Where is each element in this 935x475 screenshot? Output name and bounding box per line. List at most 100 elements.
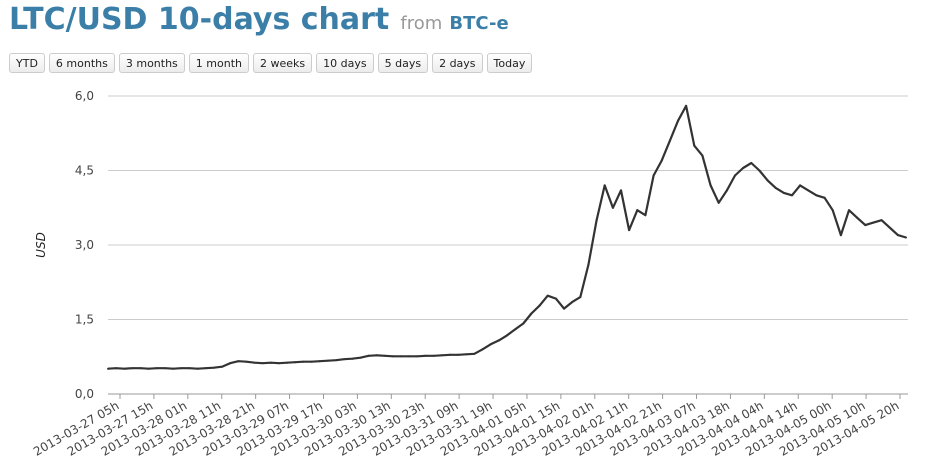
- range-selector: YTD 6 months 3 months 1 month 2 weeks 10…: [9, 53, 533, 75]
- data-point: [196, 367, 199, 370]
- data-point: [286, 361, 289, 364]
- data-point: [807, 189, 810, 192]
- data-point: [131, 367, 134, 370]
- data-point: [644, 214, 647, 217]
- range-button-10-days[interactable]: 10 days: [316, 53, 374, 73]
- data-point: [416, 355, 419, 358]
- range-button-2-days[interactable]: 2 days: [432, 53, 483, 73]
- range-button-ytd[interactable]: YTD: [9, 53, 45, 73]
- data-point: [554, 297, 557, 300]
- data-point: [709, 184, 712, 187]
- data-point: [636, 209, 639, 212]
- y-tick-label: 3,0: [75, 238, 94, 252]
- range-button-5-days[interactable]: 5 days: [377, 53, 429, 73]
- data-point: [514, 328, 517, 331]
- data-point: [701, 154, 704, 157]
- data-point: [611, 206, 614, 209]
- data-point: [139, 367, 142, 370]
- data-point: [864, 224, 867, 227]
- data-point: [725, 189, 728, 192]
- chart-header: LTC/USD 10-days chart from BTC-e: [9, 2, 509, 46]
- data-point: [457, 353, 460, 356]
- source-name[interactable]: BTC-e: [449, 13, 509, 34]
- data-point: [310, 360, 313, 363]
- data-point: [693, 144, 696, 147]
- data-point: [343, 358, 346, 361]
- data-point: [888, 226, 891, 229]
- chart-title: LTC/USD 10-days chart: [9, 2, 390, 37]
- data-point: [221, 365, 223, 368]
- data-point: [717, 201, 720, 204]
- source-prefix: from: [400, 13, 443, 34]
- data-point: [123, 367, 126, 370]
- data-point: [147, 367, 150, 370]
- data-point: [880, 219, 883, 222]
- data-point: [473, 352, 476, 355]
- data-point: [506, 334, 508, 337]
- data-point: [497, 339, 500, 342]
- data-point: [734, 174, 736, 177]
- data-point: [204, 367, 207, 370]
- data-point: [791, 194, 793, 197]
- data-point: [742, 167, 745, 169]
- series-line: [107, 104, 907, 370]
- data-point: [563, 307, 565, 310]
- data-point: [579, 296, 582, 299]
- price-series: [107, 104, 907, 370]
- data-point: [905, 236, 907, 239]
- data-point: [164, 367, 166, 370]
- data-point: [375, 354, 378, 357]
- data-point: [294, 361, 297, 364]
- data-point: [620, 189, 622, 192]
- y-tick-label: 6,0: [75, 89, 94, 103]
- data-point: [668, 139, 671, 142]
- data-point: [766, 179, 769, 182]
- data-point: [660, 159, 663, 162]
- data-point: [172, 367, 175, 370]
- data-point: [351, 357, 354, 360]
- data-point: [530, 312, 533, 315]
- grid-lines: [108, 95, 908, 395]
- data-point: [872, 221, 875, 224]
- data-point: [571, 301, 574, 304]
- data-point: [481, 348, 484, 351]
- data-point: [587, 263, 590, 266]
- data-point: [245, 360, 248, 363]
- data-point: [848, 209, 850, 212]
- data-point: [115, 367, 118, 370]
- data-point: [628, 229, 631, 232]
- data-point: [538, 304, 541, 307]
- data-point: [758, 169, 761, 172]
- data-point: [815, 194, 818, 197]
- data-point: [400, 355, 403, 358]
- data-point: [432, 354, 435, 357]
- y-tick-label: 1,5: [75, 313, 94, 327]
- range-button-today[interactable]: Today: [486, 53, 533, 73]
- data-point: [278, 362, 280, 365]
- data-point: [489, 343, 492, 346]
- range-button-3-months[interactable]: 3 months: [118, 53, 185, 73]
- data-point: [685, 104, 688, 107]
- range-button-1-month[interactable]: 1 month: [188, 53, 249, 73]
- data-point: [750, 162, 753, 164]
- data-point: [229, 362, 232, 365]
- y-axis-ticks: 0,0 1,5 3,0 4,5 6,0: [75, 89, 94, 401]
- data-point: [269, 361, 272, 364]
- data-point: [449, 353, 451, 356]
- data-point: [253, 361, 256, 364]
- data-point: [799, 184, 802, 187]
- range-button-2-weeks[interactable]: 2 weeks: [253, 53, 313, 73]
- data-point: [212, 366, 215, 369]
- data-point: [856, 216, 859, 219]
- data-point: [359, 356, 362, 359]
- y-axis-title: USD: [34, 232, 48, 258]
- data-point: [839, 234, 842, 237]
- data-point: [603, 184, 606, 187]
- data-point: [155, 367, 158, 370]
- data-point: [774, 186, 777, 189]
- data-point: [318, 360, 321, 363]
- data-point: [408, 355, 411, 358]
- range-button-6-months[interactable]: 6 months: [48, 53, 115, 73]
